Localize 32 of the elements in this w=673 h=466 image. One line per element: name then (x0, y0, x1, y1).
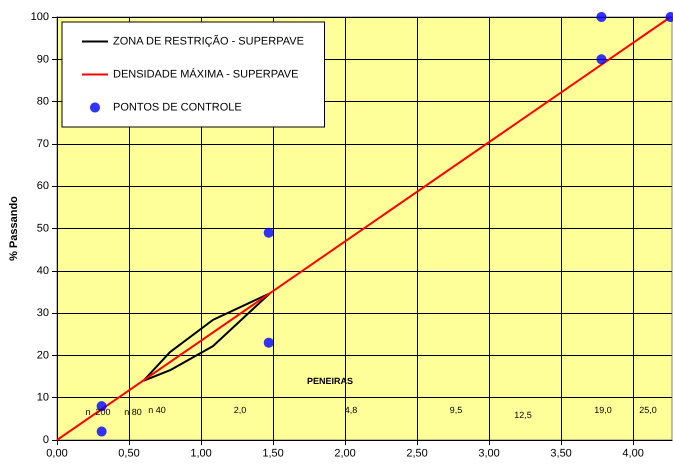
y-tick-label: 80 (36, 96, 49, 108)
x-tick-label: 2,00 (334, 448, 356, 460)
y-tick-label: 10 (36, 392, 49, 404)
y-tick-label: 0 (42, 434, 49, 446)
x-tick-label: 1,50 (262, 448, 284, 460)
y-axis-title: % Passando (8, 196, 20, 261)
y-tick-label: 100 (30, 11, 49, 23)
annotation: 2,0 (234, 405, 246, 415)
annotation: 25,0 (639, 405, 657, 415)
x-tick-label: 3,00 (478, 448, 500, 460)
annotation: 12,5 (514, 410, 532, 420)
y-tick-label: 20 (36, 349, 49, 362)
y-tick-label: 40 (36, 264, 49, 277)
x-tick-label: 0,50 (118, 448, 140, 460)
annotation: n 200 (85, 407, 111, 417)
x-tick-label: 4,00 (622, 448, 644, 460)
legend-label: PONTOS DE CONTROLE (113, 102, 242, 114)
y-tick-label: 60 (36, 180, 49, 192)
annotation: 9,5 (450, 405, 462, 415)
x-tick-label: 0,00 (46, 448, 68, 460)
y-tick-label: 50 (36, 222, 49, 234)
annotation: n 80 (124, 407, 142, 417)
annotation: 19,0 (594, 405, 612, 415)
y-tick-label: 30 (36, 307, 49, 320)
y-tick-label: 70 (36, 138, 49, 150)
x-tick-label: 2,50 (406, 448, 428, 460)
legend-label: ZONA DE RESTRIÇÃO - SUPERPAVE (113, 34, 304, 48)
annotation: n 40 (148, 405, 166, 415)
y-tick-label: 90 (36, 53, 49, 66)
x-tick-label: 3,50 (550, 448, 572, 460)
legend-label: DENSIDADE MÁXIMA - SUPERPAVE (113, 68, 298, 80)
x-tick-label: 1,00 (190, 448, 212, 460)
